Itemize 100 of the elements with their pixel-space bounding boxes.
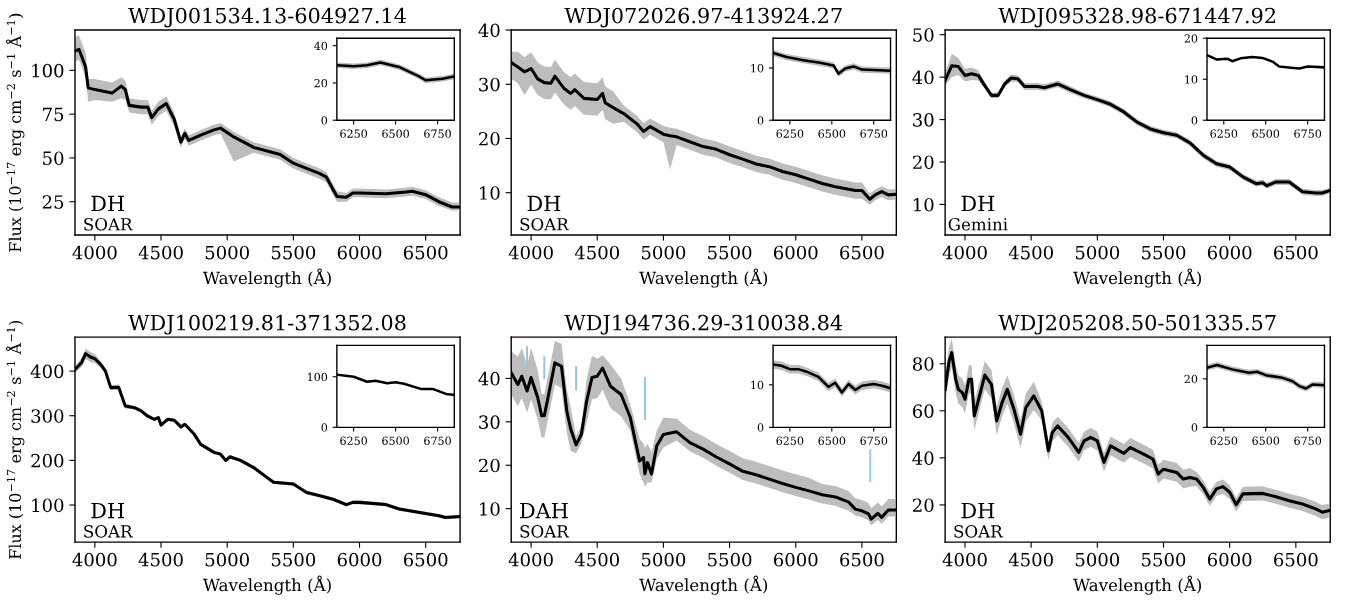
annotation: DH (527, 195, 561, 212)
text: Flux (10$^{−17}$ erg cm$^{−2}$ s$^{−1}$ Å$^{−1}$) (6, 320, 25, 559)
y-tick-label: 40 (314, 41, 328, 51)
y-tick-label: 10 (1185, 75, 1198, 84)
x-tick-label: 6500 (403, 245, 448, 260)
x-tick-label: 6500 (1252, 129, 1280, 138)
x-tick-label: 6750 (1294, 436, 1322, 445)
y-tick-label: 10 (480, 502, 500, 516)
x-tick-label: 4500 (574, 552, 620, 567)
annotation: SOAR (954, 525, 1004, 538)
chart-title: WDJ194736.29-310038.84 (564, 314, 843, 335)
x-tick-label: 6250 (340, 436, 368, 445)
y-tick-label: 100 (32, 498, 64, 513)
x-tick-label: 6500 (1252, 436, 1280, 445)
y-tick-label: 400 (30, 364, 64, 379)
x-tick-label: 5500 (1142, 552, 1186, 567)
y-tick-label: 10 (751, 380, 764, 390)
x-tick-label: 6750 (860, 436, 888, 445)
x-axis-title: Wavelength (Å) (202, 575, 331, 595)
text: Flux (10$^{−17}$ erg cm$^{−2}$ s$^{−1}$ Å$^{−1}$) (6, 13, 25, 252)
y-tick-label: 0 (1191, 116, 1198, 125)
x-tick-label: 5000 (641, 552, 686, 567)
y-tick-label: 30 (479, 77, 500, 92)
x-tick-label: 6750 (424, 436, 451, 445)
x-tick-label: 5000 (1075, 552, 1120, 567)
y-tick-label: 20 (314, 78, 328, 88)
x-tick-label: 4000 (72, 552, 117, 567)
x-tick-label: 6500 (403, 552, 448, 567)
y-tick-label: 80 (912, 357, 934, 371)
chart-title: WDJ072026.97-413924.27 (564, 7, 842, 28)
x-tick-label: 6000 (773, 552, 818, 567)
x-tick-label: 6500 (1274, 245, 1318, 260)
chart-title: WDJ095328.98-671447.92 (998, 7, 1276, 28)
x-tick-label: 5000 (205, 552, 249, 567)
y-tick-label: 20 (1184, 374, 1198, 384)
y-tick-label: 20 (912, 498, 934, 513)
annotation: DAH (520, 502, 568, 519)
chart-title: WDJ100219.81-371352.08 (128, 314, 406, 335)
y-tick-label: 10 (480, 186, 500, 200)
x-axis-title: Wavelength (Å) (639, 268, 768, 288)
y-tick-label: 100 (32, 63, 64, 78)
x-tick-label: 4000 (72, 245, 117, 260)
x-tick-label: 6500 (840, 552, 884, 567)
annotation: DH (961, 195, 995, 212)
y-tick-label: 200 (31, 453, 64, 468)
x-tick-label: 6250 (1210, 436, 1238, 445)
y-tick-label: 40 (478, 371, 500, 386)
x-tick-label: 6250 (1210, 129, 1238, 138)
x-tick-label: 5500 (708, 552, 752, 567)
x-tick-label: 4500 (1008, 552, 1053, 567)
y-tick-label: 10 (913, 197, 934, 212)
x-tick-label: 6500 (382, 129, 409, 138)
x-tick-label: 6000 (337, 552, 382, 567)
y-tick-label: 50 (43, 151, 64, 166)
x-axis-title: Wavelength (Å) (639, 575, 768, 595)
y-tick-label: 30 (913, 113, 934, 127)
x-tick-label: 4500 (138, 552, 183, 567)
y-tick-label: 20 (479, 131, 500, 146)
x-tick-label: 4500 (138, 245, 183, 260)
y-tick-label: 10 (751, 63, 764, 73)
y-tick-label: 0 (1191, 423, 1198, 432)
x-tick-label: 4500 (1008, 245, 1053, 260)
x-tick-label: 6500 (1274, 552, 1318, 567)
annotation: DH (961, 502, 995, 519)
x-tick-label: 6000 (773, 245, 818, 260)
y-tick-label: 40 (478, 23, 500, 38)
x-axis-title: Wavelength (Å) (1073, 268, 1201, 288)
x-axis-title: Wavelength (Å) (1073, 575, 1201, 595)
chart-title: WDJ001534.13-604927.14 (128, 7, 406, 28)
y-tick-label: 40 (912, 451, 934, 465)
y-tick-label: 0 (321, 116, 328, 125)
x-tick-label: 4000 (508, 552, 553, 567)
x-tick-label: 5500 (1142, 245, 1186, 260)
y-tick-label: 50 (913, 28, 934, 42)
y-tick-label: 20 (1184, 34, 1198, 43)
x-axis-title: Wavelength (Å) (202, 268, 331, 288)
x-tick-label: 6500 (818, 129, 846, 138)
y-tick-label: 30 (479, 415, 500, 429)
x-tick-label: 6000 (1207, 245, 1252, 260)
x-tick-label: 4000 (942, 245, 987, 260)
x-tick-label: 6000 (337, 245, 382, 260)
y-tick-label: 300 (31, 409, 64, 423)
y-tick-label: 75 (43, 107, 64, 122)
chart-title: WDJ205208.50-501335.57 (998, 314, 1276, 335)
annotation: SOAR (520, 525, 570, 538)
y-tick-label: 100 (307, 372, 328, 382)
x-tick-label: 5500 (271, 552, 316, 567)
x-tick-label: 4000 (508, 245, 553, 260)
x-tick-label: 4000 (942, 552, 987, 567)
x-tick-label: 4500 (574, 245, 620, 260)
x-tick-label: 6750 (424, 129, 451, 138)
x-tick-label: 6750 (1294, 129, 1322, 138)
x-tick-label: 6500 (818, 436, 846, 445)
y-tick-label: 20 (912, 155, 934, 170)
y-tick-label: 25 (42, 195, 64, 209)
annotation: DH (91, 502, 125, 519)
x-tick-label: 5000 (205, 245, 249, 260)
x-tick-label: 6250 (776, 436, 804, 445)
y-tick-label: 0 (321, 423, 328, 432)
x-tick-label: 6250 (776, 129, 804, 138)
